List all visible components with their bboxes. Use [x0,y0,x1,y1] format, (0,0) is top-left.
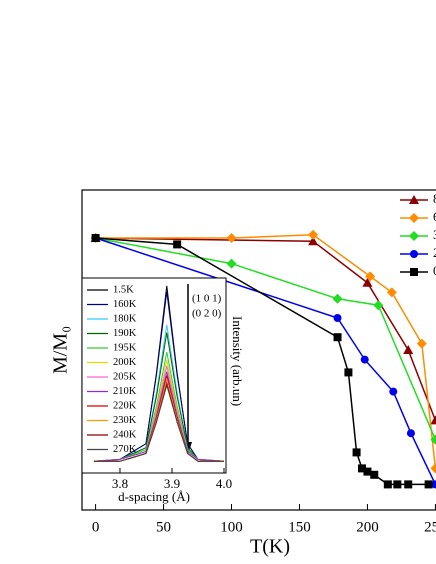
legend-label: 205K [113,371,137,382]
marker [409,231,419,241]
x-tick-label: 100 [220,519,243,535]
marker [406,429,415,438]
legend-label: 220K [113,400,137,411]
legend-label: 0 [433,263,436,278]
marker [403,345,414,354]
legend-label: 210K [113,386,137,397]
series-line [93,291,225,462]
marker [409,195,419,204]
marker [362,277,373,287]
legend-label: 8 [433,191,436,206]
marker [360,355,369,364]
series-line [93,371,225,462]
x-tick-label: 3.9 [164,476,180,491]
legend-label: 230K [113,415,137,426]
marker [416,338,427,349]
marker [332,293,343,304]
legend-label: 190K [113,328,137,339]
legend-label: 1.5K [113,284,134,295]
legend-label: 195K [113,342,137,353]
marker [383,480,392,489]
marker [409,213,419,223]
x-tick-label: 3.8 [112,476,128,491]
inset-frame [81,277,227,474]
legend-label: 180K [113,313,137,324]
marker [333,314,342,322]
marker [410,268,418,276]
marker [226,258,237,269]
x-tick-label: 50 [156,519,171,535]
legend-label: 2 [433,245,436,260]
marker [308,229,319,240]
x-tick-label: 200 [356,519,379,535]
marker [430,415,436,425]
marker [430,434,436,445]
series-line [95,237,436,485]
marker [308,236,319,246]
x-tick-label: 150 [288,519,311,535]
y-axis-label: M/M₀ [50,326,72,374]
inset-x-label: d-spacing (Å) [118,489,190,504]
x-tick-label: 250 [424,519,436,535]
marker [393,480,402,489]
series-line [93,383,224,462]
annotation: (1 0 1) [192,293,222,305]
legend-label: 6 [433,209,436,224]
marker [365,271,376,282]
x-tick-label: 4.0 [216,476,232,491]
legend-label: 3 [433,227,436,242]
marker [333,333,342,342]
marker [363,467,372,476]
marker [358,464,367,473]
marker [91,234,100,242]
marker [386,287,397,298]
marker [404,480,413,489]
marker [173,240,182,249]
marker [370,470,379,479]
annotation: (0 2 0) [192,308,222,320]
marker [352,448,361,457]
marker [410,250,418,258]
x-axis-label: T(K) [250,536,290,558]
legend-label: 270K [113,444,137,455]
legend-label: 240K [113,429,137,440]
marker [344,368,353,377]
marker [424,480,433,489]
x-tick-label: 0 [92,519,100,535]
marker [373,300,384,311]
marker [389,387,398,396]
marker [226,233,237,243]
inset-y-label: Intensity (arb.un) [230,316,245,406]
marker [430,463,436,474]
legend-label: 160K [113,299,137,310]
legend-label: 200K [113,357,137,368]
series-line [93,352,225,462]
